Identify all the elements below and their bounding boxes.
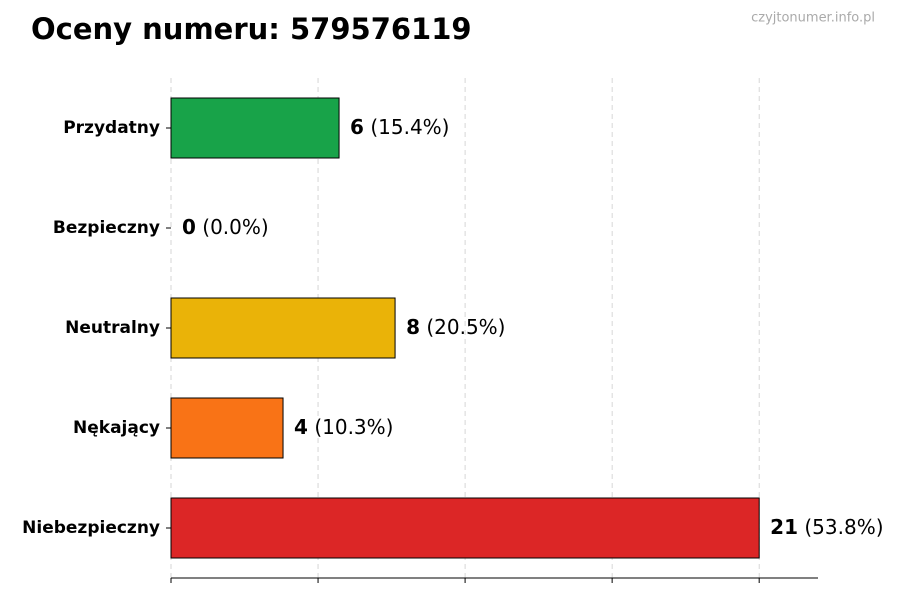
- y-tick-label: Bezpieczny: [53, 218, 160, 238]
- value-share: (20.5%): [426, 315, 505, 339]
- value-number: 21: [770, 515, 798, 539]
- value-label: 21 (53.8%): [770, 515, 883, 539]
- value-share: (0.0%): [202, 215, 268, 239]
- y-tick-label: Przydatny: [63, 118, 160, 138]
- bar: [170, 97, 340, 159]
- value-share: (10.3%): [314, 415, 393, 439]
- value-number: 0: [182, 215, 196, 239]
- y-tick-label: Niebezpieczny: [22, 518, 160, 538]
- value-label: 6 (15.4%): [350, 115, 449, 139]
- bar: [170, 397, 284, 459]
- value-share: (53.8%): [804, 515, 883, 539]
- bar: [170, 297, 396, 359]
- watermark: czyjtonumer.info.pl: [751, 11, 875, 26]
- value-label: 8 (20.5%): [406, 315, 505, 339]
- value-number: 8: [406, 315, 420, 339]
- value-number: 6: [350, 115, 364, 139]
- value-number: 4: [294, 415, 308, 439]
- y-tick-label: Neutralny: [65, 318, 160, 338]
- value-label: 0 (0.0%): [182, 215, 269, 239]
- value-share: (15.4%): [370, 115, 449, 139]
- chart-title: Oceny numeru: 579576119: [31, 12, 472, 46]
- bar: [170, 497, 760, 559]
- value-label: 4 (10.3%): [294, 415, 393, 439]
- y-tick-label: Nękający: [73, 418, 160, 438]
